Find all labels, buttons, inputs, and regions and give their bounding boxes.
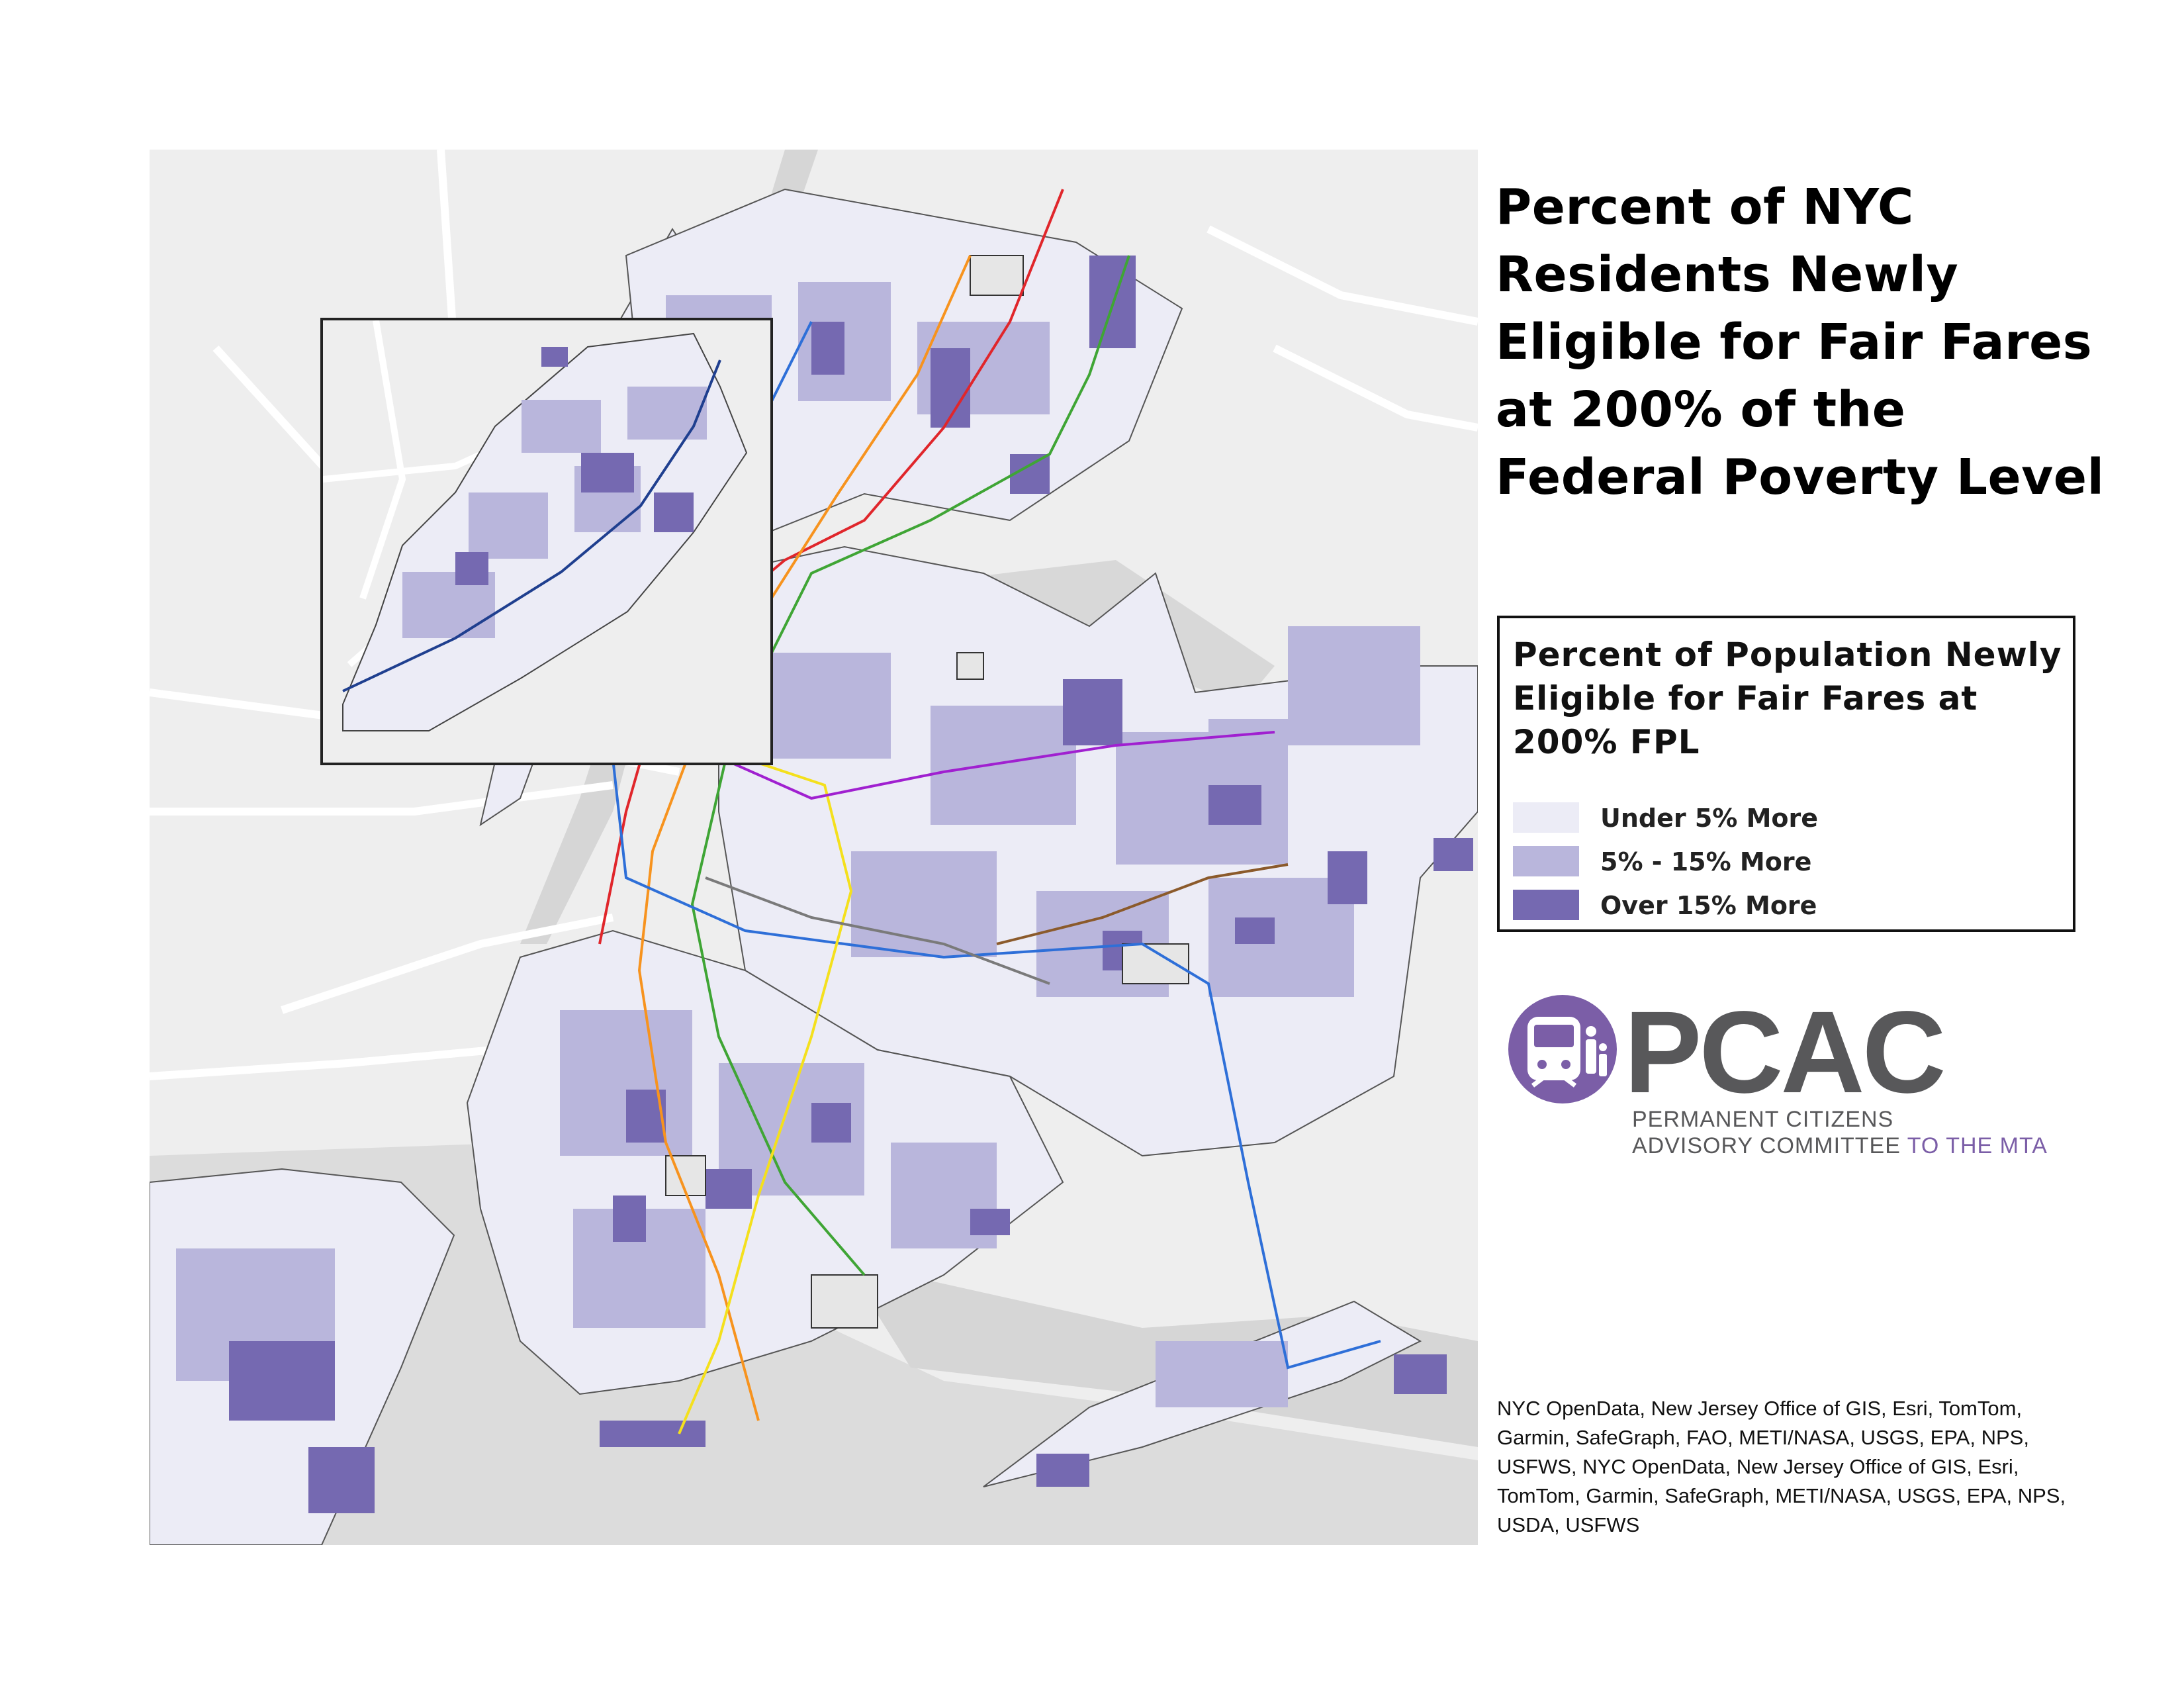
- logo-wordmark: PCAC: [1624, 988, 1946, 1117]
- legend-label: Over 15% More: [1600, 891, 1817, 920]
- inset-transit-line: [342, 359, 721, 692]
- inset-basemap: [323, 320, 770, 763]
- legend-swatch-over-15: [1513, 890, 1579, 920]
- logo-tagline-accent: TO THE MTA: [1907, 1133, 2048, 1158]
- density-high: [229, 256, 1473, 1513]
- inset-map-staten-island: [320, 318, 773, 765]
- logo-tagline-line2: ADVISORY COMMITTEE TO THE MTA: [1632, 1133, 2048, 1159]
- logo-tagline-line1: PERMANENT CITIZENS: [1632, 1107, 1894, 1132]
- pcac-logo: PCAC PERMANENT CITIZENS ADVISORY COMMITT…: [1506, 988, 2047, 1165]
- legend-swatch-under-5: [1513, 802, 1579, 833]
- legend-title: Percent of Population Newly Eligible for…: [1513, 635, 2062, 761]
- legend: Percent of Population Newly Eligible for…: [1497, 616, 2075, 932]
- subway-line-gray: [705, 876, 1050, 985]
- legend-label: Under 5% More: [1600, 804, 1819, 833]
- logo-tagline-main: ADVISORY COMMITTEE: [1632, 1133, 1901, 1158]
- legend-label: 5% - 15% More: [1600, 847, 1812, 876]
- subway-line-orange: [637, 255, 972, 1421]
- map: [150, 150, 1478, 1545]
- map-title: Percent of NYC Residents Newly Eligible …: [1496, 179, 2105, 506]
- train-icon: [1508, 995, 1617, 1103]
- data-credits: NYC OpenData, New Jersey Office of GIS, …: [1497, 1397, 2066, 1536]
- legend-swatch-5-15: [1513, 846, 1579, 876]
- subway-line-brown: [996, 863, 1289, 945]
